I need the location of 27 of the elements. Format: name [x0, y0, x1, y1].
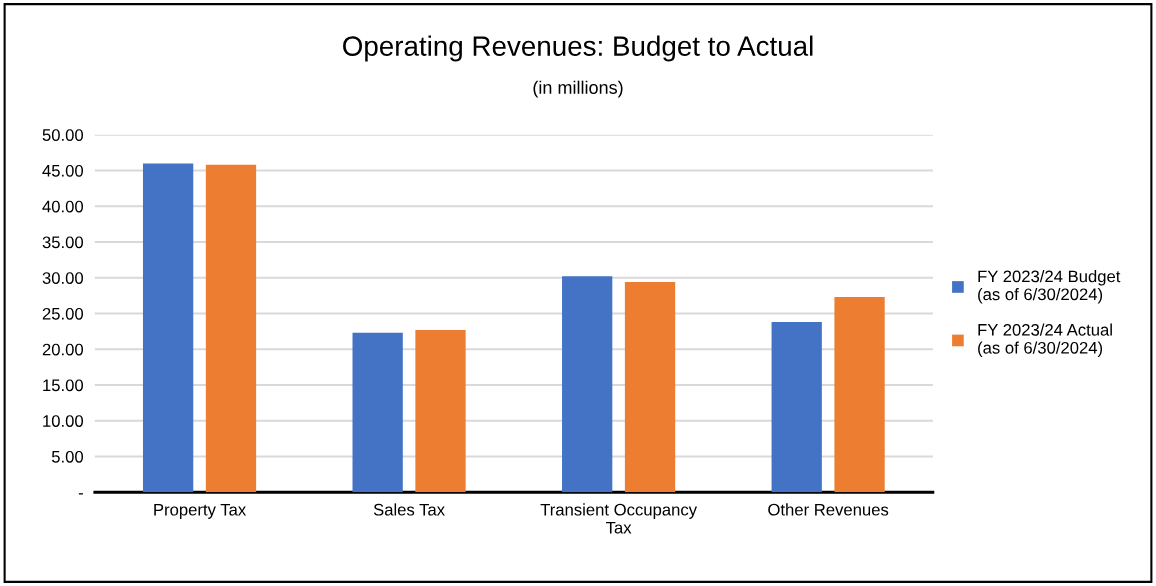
bar [205, 164, 257, 493]
x-tick-label: Transient Occupancy Tax [540, 503, 698, 534]
legend-label: FY 2023/24 Actual (as of 6/30/2024) [978, 323, 1112, 357]
y-tick-label: 50.00 [42, 129, 84, 141]
x-tick-label: Sales Tax [373, 503, 445, 516]
bar [771, 322, 822, 493]
x-tick-label: Property Tax [154, 503, 247, 519]
chart-title: Operating Revenues: Budget to Actual [343, 35, 813, 62]
y-tick-label: 35.00 [42, 236, 84, 249]
y-tick-label: 25.00 [42, 307, 84, 320]
x-tick-label: Other Revenues [768, 503, 889, 516]
y-tick-label: 10.00 [43, 415, 84, 427]
bar [624, 282, 676, 493]
bar [142, 163, 194, 493]
y-tick-label: 5.00 [51, 450, 84, 463]
y-tick-label: - [78, 493, 83, 495]
bar [562, 276, 613, 493]
bar [415, 329, 466, 493]
legend-label: FY 2023/24 Budget (as of 6/30/2024) [978, 270, 1121, 304]
y-tick-label: 15.00 [43, 379, 84, 392]
y-tick-label: 30.00 [42, 272, 84, 284]
y-tick-label: 20.00 [42, 343, 84, 356]
y-tick-label: 45.00 [42, 164, 84, 177]
chart-subtitle: (in millions) [533, 80, 623, 98]
y-tick-label: 40.00 [42, 200, 84, 213]
bar [352, 332, 403, 493]
bar [834, 297, 885, 493]
